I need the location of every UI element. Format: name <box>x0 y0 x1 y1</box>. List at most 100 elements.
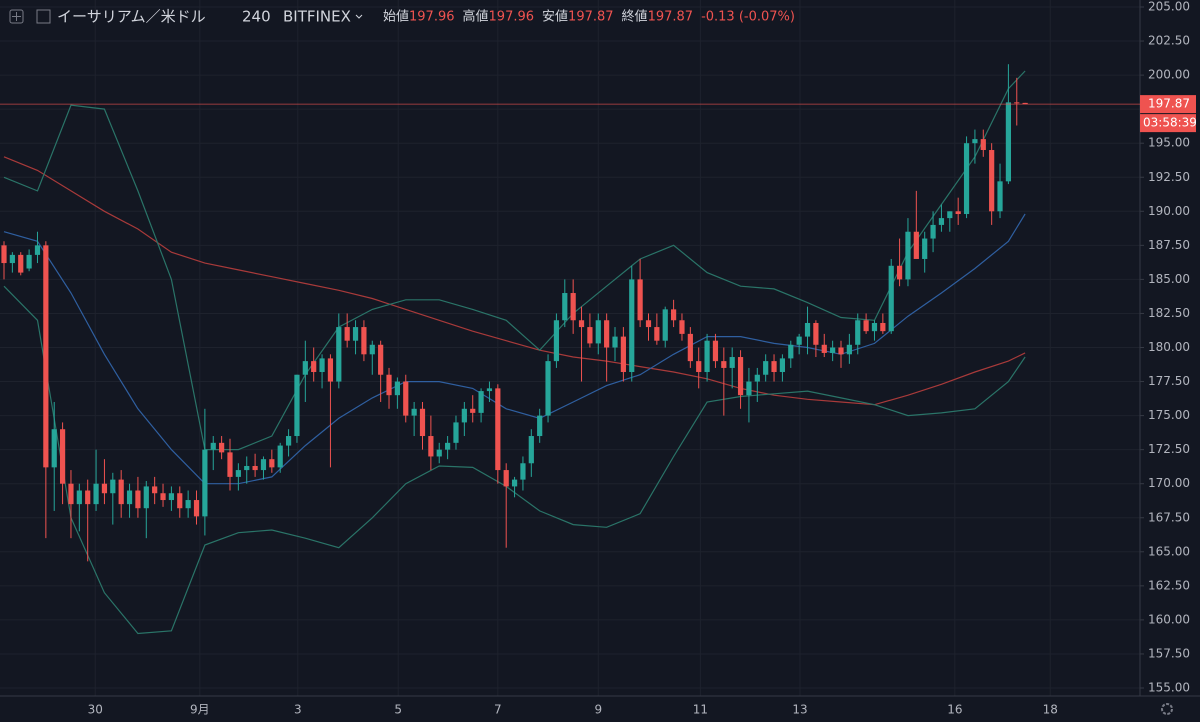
candle-body <box>930 224 936 239</box>
candle-body <box>168 493 174 501</box>
indicator-line <box>3 285 1026 635</box>
indicators <box>3 70 1026 635</box>
y-tick-label: 175.00 <box>1148 408 1190 422</box>
candle-body <box>629 279 635 373</box>
candle-body <box>327 358 334 382</box>
candle-body <box>193 500 200 517</box>
candle-body <box>888 265 894 332</box>
candle-body <box>143 486 149 509</box>
countdown-tag <box>1140 114 1196 133</box>
candle-body <box>779 358 786 373</box>
candle-body <box>478 391 484 413</box>
candle-body <box>1014 102 1020 104</box>
candle-body <box>277 445 283 468</box>
candle-body <box>980 139 986 151</box>
candle-body <box>428 436 434 457</box>
candle-body <box>219 442 225 453</box>
compare-icon[interactable] <box>36 9 51 24</box>
candle-body <box>269 459 275 468</box>
x-tick-label: 30 <box>88 703 103 717</box>
candle-body <box>285 436 292 446</box>
y-tick-label: 162.50 <box>1148 578 1190 592</box>
candle-body <box>445 442 451 450</box>
candle-body <box>486 388 493 392</box>
candle-body <box>972 139 978 144</box>
symbol[interactable]: イーサリアム／米ドル <box>57 8 206 26</box>
candle-body <box>796 336 802 345</box>
candle-body <box>637 279 643 321</box>
candle-body <box>344 327 350 341</box>
candle-body <box>687 333 693 362</box>
candle-body <box>520 463 526 480</box>
candle-body <box>461 408 467 423</box>
gear[interactable] <box>1161 703 1173 715</box>
candle-body <box>587 327 593 344</box>
candle-body <box>411 408 417 416</box>
x-tick-label: 11 <box>693 703 708 717</box>
exchange[interactable]: BITFINEX <box>283 8 351 26</box>
candle-body <box>260 459 267 471</box>
candle-body <box>746 381 752 396</box>
candle-body <box>595 320 601 344</box>
candle-body <box>729 357 735 368</box>
candle-body <box>34 245 41 255</box>
candle-body <box>913 231 919 259</box>
candle-body <box>495 388 501 471</box>
candle-body <box>955 211 961 215</box>
candle-body <box>26 254 32 269</box>
candle-body <box>763 361 769 375</box>
candle-body <box>737 357 744 396</box>
candle-body <box>361 327 367 355</box>
candle-body <box>696 361 702 373</box>
grid <box>0 0 1140 696</box>
y-tick-label: 205.00 <box>1148 0 1190 14</box>
y-tick-label: 190.00 <box>1148 204 1190 218</box>
candle-body <box>788 344 794 359</box>
x-tick-label: 7 <box>494 703 502 717</box>
indicator-line <box>3 213 1026 485</box>
candle-body <box>562 293 568 321</box>
candle-body <box>453 422 459 443</box>
expand-icon[interactable] <box>9 9 24 24</box>
candle-body <box>85 490 91 505</box>
candle-body <box>938 218 945 225</box>
y-tick-label: 180.00 <box>1148 340 1190 354</box>
candle-body <box>604 320 610 348</box>
change: -0.13 (-0.07%) <box>701 10 795 25</box>
candle-body <box>9 254 15 264</box>
y-tick-label: 182.50 <box>1148 306 1190 320</box>
candle-body <box>126 490 133 505</box>
candle-body <box>252 465 258 471</box>
candle-body <box>118 479 124 505</box>
indicator-line <box>3 70 1026 451</box>
settings-icon[interactable] <box>1161 703 1173 715</box>
ohlc-value: 197.96 <box>409 10 455 25</box>
candle-body <box>645 320 652 328</box>
ohlc-name: 安値 <box>542 9 568 25</box>
candle-body <box>18 254 24 273</box>
y-tick-label: 165.00 <box>1148 544 1190 558</box>
y-tick-label: 202.50 <box>1148 34 1190 48</box>
candle-body <box>880 322 886 332</box>
candle-body <box>302 361 308 375</box>
interval[interactable]: 240 <box>242 8 271 26</box>
candle-body <box>511 479 518 487</box>
candle-body <box>537 415 543 437</box>
dropdown-arrow[interactable] <box>355 14 363 19</box>
candle-body <box>235 470 241 477</box>
candle-body <box>679 320 685 334</box>
x-tick-label: 18 <box>1043 703 1058 717</box>
candle-body <box>662 309 668 341</box>
candle-body <box>830 347 836 353</box>
candle-body <box>76 490 82 505</box>
y-tick-label: 167.50 <box>1148 510 1190 524</box>
candle-body <box>177 493 183 509</box>
candle-body <box>369 344 375 355</box>
candle-body <box>712 340 719 362</box>
candle-body <box>821 344 827 353</box>
candle-body <box>896 265 903 280</box>
candle-body <box>386 374 392 396</box>
candle-body <box>947 211 953 219</box>
ohlc-name: 高値 <box>463 9 489 25</box>
y-tick-label: 177.50 <box>1148 374 1190 388</box>
